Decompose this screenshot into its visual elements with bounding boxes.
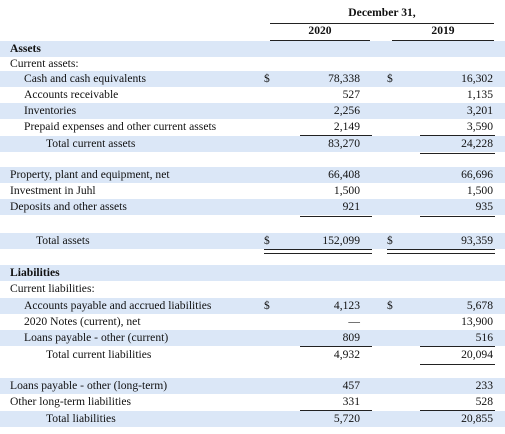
- column-header-2020: 2020: [308, 24, 332, 37]
- table-row: Total liabilities 5,720 20,855: [0, 411, 505, 428]
- table-row: Accounts payable and accrued liabilities…: [0, 298, 505, 315]
- currency-symbol: $: [387, 234, 393, 247]
- row-label: Cash and cash equivalents: [24, 72, 147, 85]
- value-2019: 3,590: [466, 120, 493, 133]
- column-header-2019: 2019: [431, 24, 455, 37]
- value-2019: 5,678: [466, 299, 493, 312]
- value-2020: 78,338: [328, 72, 360, 85]
- row-label: Loans payable - other (current): [24, 331, 169, 344]
- table-row: Total current liabilities 4,932 20,094: [0, 347, 505, 363]
- value-2019: 13,900: [461, 315, 493, 328]
- value-2019: 1,135: [466, 88, 493, 101]
- table-row: Loans payable - other (current) 809 516: [0, 330, 505, 347]
- section-liabilities-row: Liabilities: [0, 265, 505, 282]
- value-2020: 2,149: [333, 120, 360, 133]
- value-2019: 516: [475, 331, 493, 344]
- table-row: Other long-term liabilities 331 528: [0, 394, 505, 410]
- row-label: Deposits and other assets: [10, 200, 127, 213]
- row-label: Total current liabilities: [46, 348, 152, 361]
- double-underline-2020: [264, 249, 372, 254]
- value-2019: 935: [475, 200, 493, 213]
- table-row: Deposits and other assets 921 935: [0, 199, 505, 216]
- subtotal-line-2020: [300, 135, 372, 136]
- subtotal-line-2019: [420, 410, 495, 411]
- section-current-assets-row: Current assets:: [0, 56, 505, 72]
- column-header-underline-2019: [392, 40, 494, 41]
- subtotal-underline-2019: [420, 364, 495, 365]
- value-2020: 457: [342, 379, 360, 392]
- currency-symbol: $: [264, 234, 270, 247]
- row-label: Prepaid expenses and other current asset…: [24, 120, 217, 133]
- subtotal-line-2020: [300, 216, 372, 217]
- period-underline: [270, 23, 494, 24]
- row-label: Investment in Juhl: [10, 184, 96, 197]
- table-row-total-assets: Total assets $ 152,099 $ 93,359: [0, 233, 505, 250]
- value-2020: 1,500: [333, 184, 360, 197]
- value-2020: 809: [342, 331, 360, 344]
- table-row: 2020 Notes (current), net — 13,900: [0, 314, 505, 330]
- section-label-current-assets: Current assets:: [10, 57, 79, 70]
- period-header: December 31,: [348, 6, 416, 19]
- value-2020: 5,720: [333, 412, 360, 425]
- column-header-underline-2020: [270, 40, 370, 41]
- section-current-liabilities-row: Current liabilities:: [0, 281, 505, 297]
- table-row: Loans payable - other (long-term) 457 23…: [0, 378, 505, 395]
- subtotal-line-2019: [420, 135, 495, 136]
- value-2019: 24,228: [461, 137, 493, 150]
- table-row: Total current assets 83,270 24,228: [0, 136, 505, 153]
- row-label: Total current assets: [46, 137, 136, 150]
- value-2020: —: [348, 315, 360, 328]
- value-2019: 1,500: [466, 184, 493, 197]
- row-label: 2020 Notes (current), net: [24, 315, 141, 328]
- value-2020: 2,256: [333, 104, 360, 117]
- value-2019: 20,094: [461, 348, 493, 361]
- value-2019: 233: [475, 379, 493, 392]
- table-row: Accounts receivable 527 1,135: [0, 87, 505, 103]
- table-row: Investment in Juhl 1,500 1,500: [0, 183, 505, 199]
- row-label: Total liabilities: [46, 412, 116, 425]
- double-underline-2019: [387, 249, 495, 254]
- value-2019: 66,696: [461, 168, 493, 181]
- row-label: Accounts receivable: [24, 88, 119, 101]
- subtotal-line-2020: [300, 410, 372, 411]
- subtotal-line-2020: [300, 346, 372, 347]
- currency-symbol: $: [387, 72, 393, 85]
- table-row: Inventories 2,256 3,201: [0, 103, 505, 120]
- subtotal-line-2019: [420, 216, 495, 217]
- section-label-current-liabilities: Current liabilities:: [10, 282, 95, 295]
- section-label-liabilities: Liabilities: [10, 266, 60, 279]
- row-label: Accounts payable and accrued liabilities: [24, 299, 212, 312]
- value-2019: 16,302: [461, 72, 493, 85]
- value-2020: 4,123: [333, 299, 360, 312]
- currency-symbol: $: [387, 299, 393, 312]
- value-2019: 528: [475, 395, 493, 408]
- section-assets-row: Assets: [0, 41, 505, 58]
- currency-symbol: $: [264, 299, 270, 312]
- value-2019: 3,201: [466, 104, 493, 117]
- row-label: Total assets: [36, 234, 90, 247]
- subtotal-line-2019: [420, 346, 495, 347]
- section-label-assets: Assets: [10, 42, 41, 55]
- value-2020: 83,270: [328, 137, 360, 150]
- value-2020: 152,099: [322, 234, 360, 247]
- value-2020: 4,932: [333, 348, 360, 361]
- currency-symbol: $: [264, 72, 270, 85]
- row-label: Loans payable - other (long-term): [10, 379, 168, 392]
- value-2019: 93,359: [461, 234, 493, 247]
- value-2020: 527: [342, 88, 360, 101]
- table-row: Cash and cash equivalents $ 78,338 $ 16,…: [0, 71, 505, 88]
- value-2019: 20,855: [461, 412, 493, 425]
- value-2020: 921: [342, 200, 360, 213]
- table-row: Property, plant and equipment, net 66,40…: [0, 167, 505, 184]
- value-2020: 331: [342, 395, 360, 408]
- subtotal-underline-2019: [420, 153, 495, 154]
- value-2020: 66,408: [328, 168, 360, 181]
- row-label: Other long-term liabilities: [10, 395, 132, 408]
- row-label: Property, plant and equipment, net: [10, 168, 170, 181]
- row-label: Inventories: [24, 104, 77, 117]
- table-row: Prepaid expenses and other current asset…: [0, 119, 505, 135]
